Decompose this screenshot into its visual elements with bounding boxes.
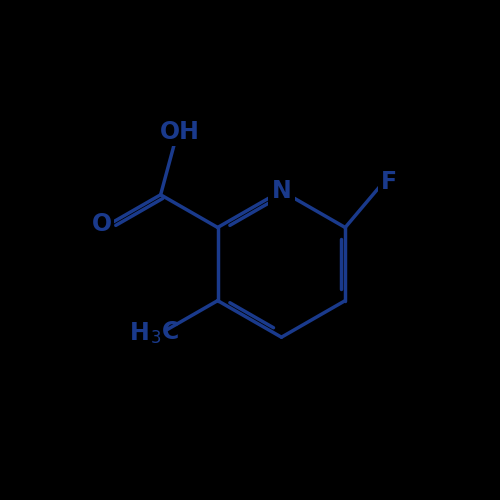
Text: H: H (130, 320, 150, 344)
Text: F: F (380, 170, 396, 194)
Text: OH: OH (160, 120, 200, 144)
Text: N: N (272, 179, 291, 203)
Text: $_3$C: $_3$C (150, 320, 179, 345)
Text: O: O (92, 212, 112, 236)
